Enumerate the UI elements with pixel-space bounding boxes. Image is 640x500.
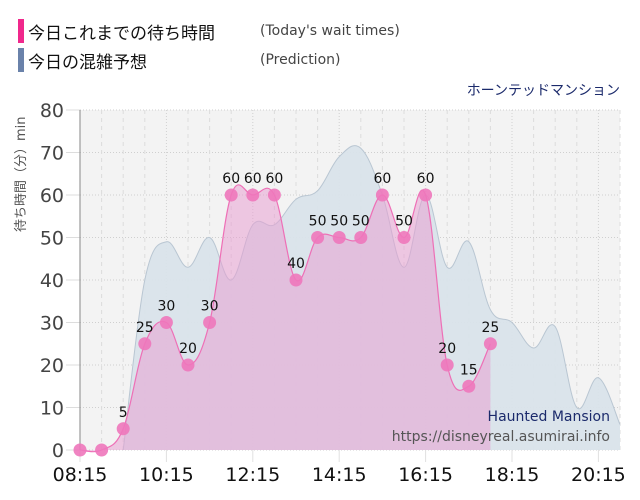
data-value-label: 50 <box>309 214 327 230</box>
legend-prediction-swatch <box>18 48 24 72</box>
actual-data-point <box>95 443 109 457</box>
data-value-label: 50 <box>352 214 370 230</box>
actual-data-point <box>375 188 389 202</box>
actual-data-point <box>138 337 152 351</box>
data-value-label: 60 <box>417 171 435 187</box>
actual-data-point <box>419 188 433 202</box>
actual-data-point <box>116 422 130 436</box>
data-value-label: 50 <box>330 214 348 230</box>
legend-prediction-label-jp: 今日の混雑予想 <box>28 52 147 73</box>
actual-area <box>80 184 491 452</box>
data-value-label: 60 <box>265 171 283 187</box>
actual-data-point <box>73 443 87 457</box>
data-value-label: 30 <box>201 299 219 315</box>
prediction-line <box>122 145 621 451</box>
x-tick-label: 20:15 <box>571 464 626 486</box>
y-tick-label: 10 <box>40 398 64 420</box>
actual-data-point <box>267 188 281 202</box>
actual-data-point <box>224 188 238 202</box>
legend-actual-label-jp: 今日これまでの待ち時間 <box>28 23 215 44</box>
y-tick-label: 30 <box>40 313 64 335</box>
legend-actual-label-en: (Today's wait times) <box>260 23 400 39</box>
actual-data-point <box>246 188 260 202</box>
data-value-label: 20 <box>179 341 197 357</box>
y-tick-label: 70 <box>40 143 64 165</box>
data-value-label: 40 <box>287 256 305 272</box>
data-value-label: 25 <box>481 320 499 336</box>
actual-data-point <box>289 273 303 287</box>
x-tick-label: 08:15 <box>53 464 108 486</box>
legend-prediction-label-en: (Prediction) <box>260 52 341 68</box>
ride-title-jp: ホーンテッドマンション <box>466 83 620 99</box>
y-tick-label: 20 <box>40 355 64 377</box>
actual-data-point <box>397 231 411 244</box>
actual-data-point <box>440 358 454 372</box>
actual-data-point <box>483 337 497 351</box>
actual-data-point <box>332 231 346 244</box>
y-tick-label: 80 <box>40 100 64 122</box>
y-tick-label: 50 <box>40 228 64 250</box>
actual-data-point <box>354 231 368 244</box>
actual-data-point <box>462 379 476 393</box>
data-value-label: 60 <box>244 171 262 187</box>
watermark-url: https://disneyreal.asumirai.info <box>392 429 610 445</box>
y-tick-label: 0 <box>52 440 64 462</box>
data-value-label: 60 <box>373 171 391 187</box>
x-tick-label: 16:15 <box>398 464 453 486</box>
legend-actual: 今日これまでの待ち時間 (Today's wait times) <box>18 19 400 44</box>
x-tick-label: 12:15 <box>225 464 280 486</box>
actual-data-point <box>181 358 195 372</box>
watermark-ride-name: Haunted Mansion <box>488 409 610 425</box>
y-tick-label: 60 <box>40 185 64 207</box>
legend-actual-swatch <box>18 19 24 43</box>
actual-data-point <box>311 231 325 244</box>
actual-data-point <box>159 316 173 329</box>
data-value-label: 60 <box>222 171 240 187</box>
data-value-label: 5 <box>119 405 128 421</box>
y-tick-label: 40 <box>40 270 64 292</box>
legend-prediction: 今日の混雑予想 (Prediction) <box>18 48 341 73</box>
actual-data-point <box>203 316 217 329</box>
data-value-label: 25 <box>136 320 154 336</box>
data-value-label: 30 <box>157 299 175 315</box>
data-value-label: 20 <box>438 341 456 357</box>
x-tick-label: 18:15 <box>485 464 540 486</box>
data-value-label: 50 <box>395 214 413 230</box>
x-tick-label: 14:15 <box>312 464 367 486</box>
x-tick-label: 10:15 <box>139 464 194 486</box>
data-value-label: 15 <box>460 362 478 378</box>
